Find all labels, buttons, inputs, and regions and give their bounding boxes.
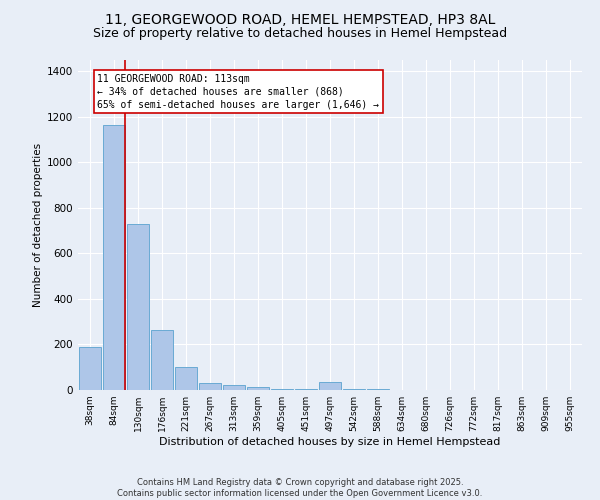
Bar [295, 389, 317, 390]
Bar [175, 367, 197, 390]
Bar [343, 389, 365, 390]
Bar [247, 388, 269, 390]
Y-axis label: Number of detached properties: Number of detached properties [33, 143, 43, 307]
Bar [79, 347, 101, 390]
Text: Contains HM Land Registry data © Crown copyright and database right 2025.
Contai: Contains HM Land Registry data © Crown c… [118, 478, 482, 498]
Bar [223, 385, 245, 390]
X-axis label: Distribution of detached houses by size in Hemel Hempstead: Distribution of detached houses by size … [160, 437, 500, 447]
Bar [271, 389, 293, 390]
Bar [319, 382, 341, 390]
Bar [199, 383, 221, 390]
Bar [103, 125, 125, 390]
Text: Size of property relative to detached houses in Hemel Hempstead: Size of property relative to detached ho… [93, 28, 507, 40]
Text: 11, GEORGEWOOD ROAD, HEMEL HEMPSTEAD, HP3 8AL: 11, GEORGEWOOD ROAD, HEMEL HEMPSTEAD, HP… [105, 12, 495, 26]
Text: 11 GEORGEWOOD ROAD: 113sqm
← 34% of detached houses are smaller (868)
65% of sem: 11 GEORGEWOOD ROAD: 113sqm ← 34% of deta… [97, 74, 379, 110]
Bar [151, 330, 173, 390]
Bar [127, 224, 149, 390]
